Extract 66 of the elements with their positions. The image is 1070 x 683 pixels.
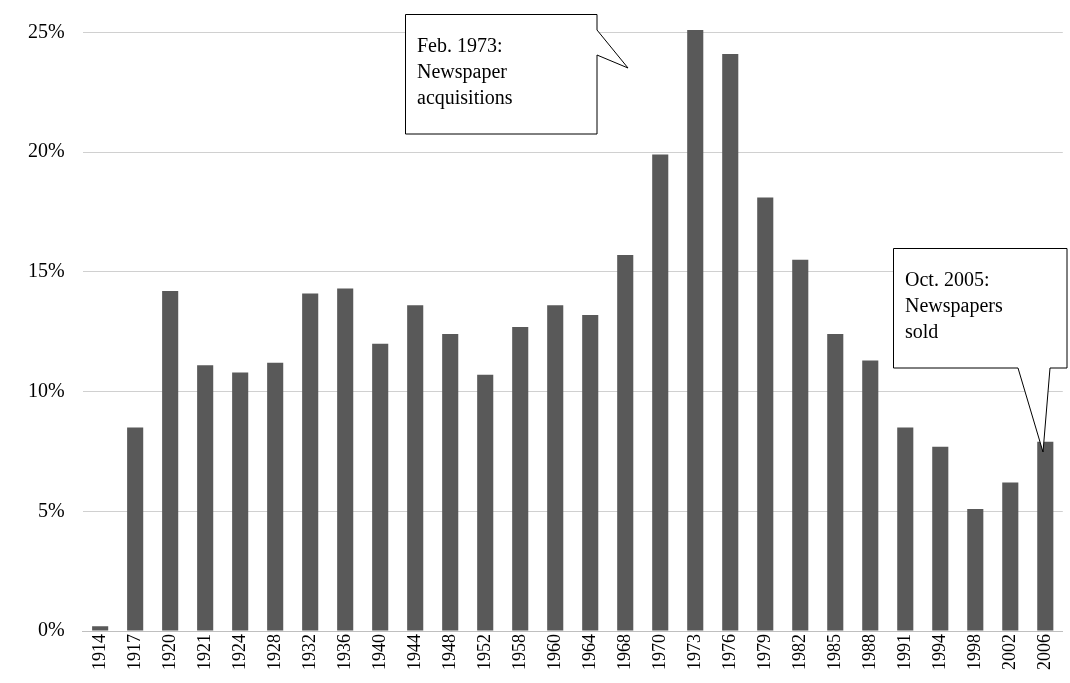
x-tick-label: 1952 [473,634,494,670]
bar [687,30,704,631]
x-tick-label: 1921 [193,634,214,670]
bar [127,427,144,631]
x-tick-label: 1932 [298,634,319,670]
bar [862,360,879,631]
y-tick-label: 20% [27,139,65,162]
x-tick-label: 1970 [648,634,669,670]
bar [162,290,179,631]
bar [92,626,109,631]
x-tick-label: 1958 [508,634,529,670]
x-tick-label: 1994 [929,634,950,670]
bar [932,446,949,631]
annotation: Feb. 1973: Newspaper acquisitions [417,33,514,110]
bar [1002,482,1019,631]
x-tick-label: 1973 [683,634,704,670]
x-tick-label: 1991 [894,634,915,670]
bar [1037,441,1054,631]
bar [582,314,599,631]
y-tick-label: 0% [37,618,65,641]
bar [967,508,984,631]
x-tick-label: 1917 [123,634,144,670]
x-tick-label: 1979 [753,634,774,670]
x-tick-label: 1960 [543,634,564,670]
y-tick-label: 15% [27,259,65,282]
speech-bubble: Feb. 1973: Newspaper acquisitions [405,14,631,136]
x-tick-label: 1936 [333,634,354,670]
bar [372,343,389,631]
bar [267,362,284,631]
y-tick-label: 10% [27,378,65,401]
y-tick-label: 5% [37,498,65,521]
bar [617,255,634,631]
bar [477,374,494,631]
x-tick-label: 1948 [438,634,459,670]
x-tick-label: 1968 [613,634,634,670]
bar [197,365,214,631]
x-tick-label: 1976 [718,634,739,670]
bar [512,326,529,631]
bar [337,288,354,631]
bar [652,154,669,631]
y-tick-label: 25% [27,19,65,42]
x-tick-label: 1940 [368,634,389,670]
bar [302,293,319,631]
speech-bubble: Oct. 2005: Newspapers sold [893,248,1069,454]
x-tick-label: 1988 [859,634,879,670]
bar [407,305,424,631]
bar [547,305,564,631]
bar [792,259,809,631]
x-tick-label: 1964 [578,634,599,670]
x-tick-label: 1982 [788,634,809,670]
bar [232,372,249,631]
x-tick-label: 1928 [263,634,284,670]
x-tick-label: 1998 [964,634,985,670]
x-tick-label: 1924 [228,634,249,670]
x-tick-label: 1914 [88,634,109,670]
x-tick-label: 1985 [824,634,844,670]
bar [722,53,739,631]
annotation: Oct. 2005: Newspapers sold [905,267,1004,344]
bar [897,427,914,631]
x-tick-label: 2006 [1034,634,1055,670]
bar [757,197,774,631]
bar [442,334,459,631]
x-tick-label: 2002 [999,634,1020,670]
x-tick-label: 1920 [158,634,179,670]
x-tick-label: 1944 [403,634,424,670]
bar [827,334,844,631]
